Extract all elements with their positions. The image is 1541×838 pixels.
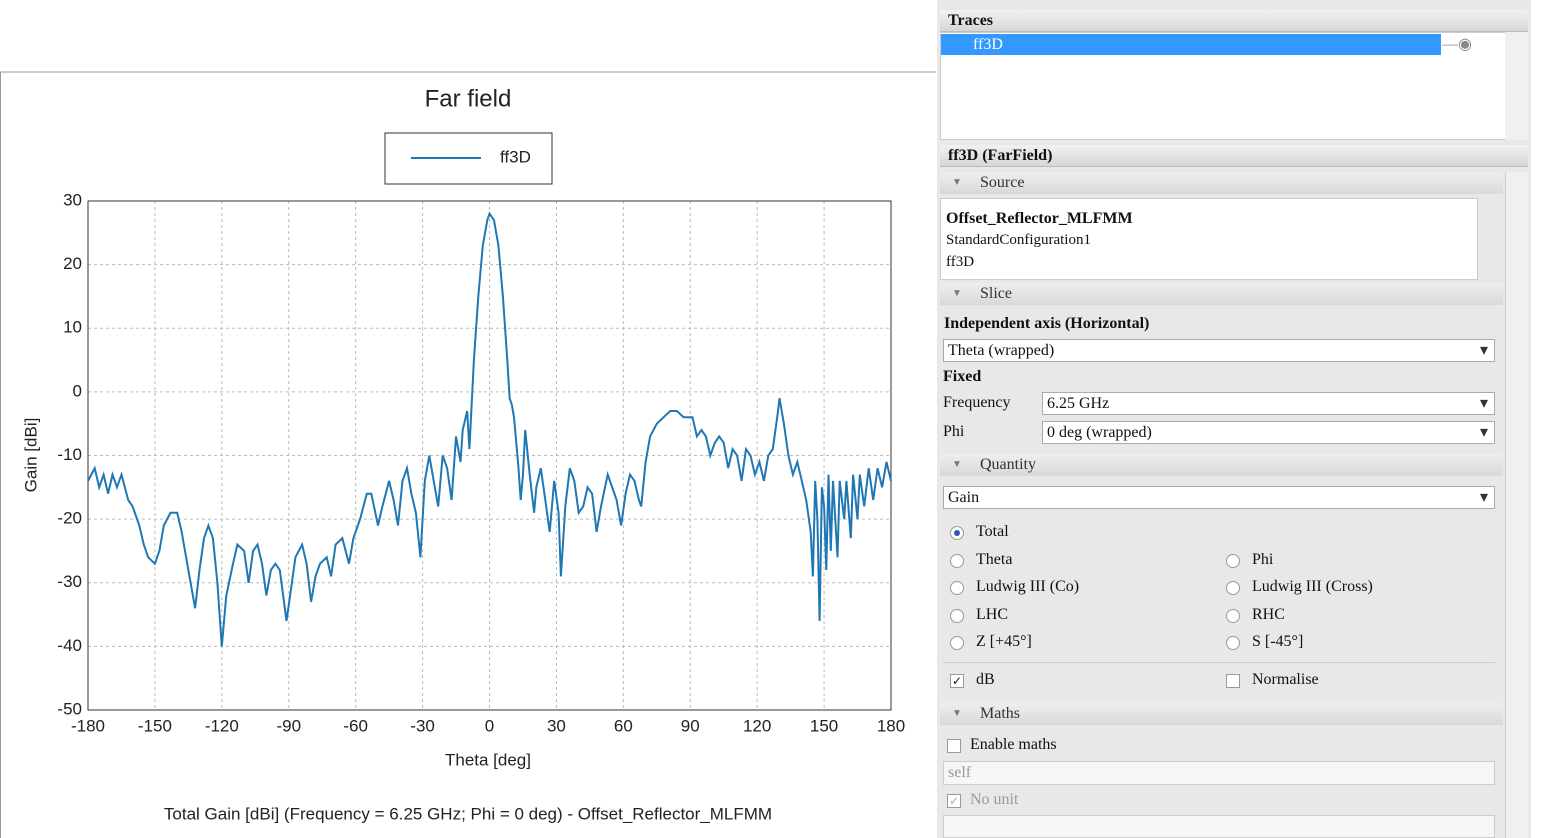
visibility-icon[interactable]: —◉ <box>1442 36 1472 53</box>
checkbox[interactable]: ✓ <box>947 794 961 808</box>
checkbox-label: Normalise <box>1252 671 1319 688</box>
separator <box>943 662 1495 663</box>
checkbox[interactable]: ✓ <box>950 674 964 688</box>
section-header[interactable]: Quantity <box>940 454 1503 476</box>
chart: Far field Theta [deg] Gain [dBi] Total G… <box>0 71 936 838</box>
x-tick-label: -30 <box>410 716 435 735</box>
x-tick-label: 150 <box>810 716 838 735</box>
y-axis-label: Gain [dBi] <box>21 418 40 493</box>
radio[interactable] <box>950 526 964 540</box>
x-tick-label: 120 <box>743 716 771 735</box>
radio[interactable] <box>1226 636 1240 650</box>
y-tick-label: 20 <box>63 254 82 273</box>
legend-label: ff3D <box>500 147 531 166</box>
expression-input[interactable]: self <box>943 761 1495 785</box>
y-tick-label: -10 <box>57 445 82 464</box>
section-header[interactable]: Slice <box>940 283 1503 305</box>
checkbox-label: No unit <box>970 791 1019 808</box>
frequency-dropdown[interactable]: 6.25 GHz <box>1042 392 1495 415</box>
traces-header: Traces <box>940 10 1528 32</box>
checkbox-label: dB <box>976 671 995 688</box>
field-label: Independent axis (Horizontal) <box>944 315 1150 332</box>
x-tick-label: -60 <box>343 716 368 735</box>
y-tick-label: -50 <box>57 699 82 718</box>
radio-label: Phi <box>1252 550 1274 568</box>
x-tick-label: 60 <box>614 716 633 735</box>
data-line <box>87 211 892 647</box>
trace-item[interactable]: ff3D <box>941 34 1441 55</box>
plot-frame <box>87 200 892 711</box>
y-tick-label: -40 <box>57 636 82 655</box>
radio-label: Ludwig III (Co) <box>976 578 1080 595</box>
radio[interactable] <box>950 608 964 623</box>
radio[interactable] <box>1226 581 1240 595</box>
radio-label: Theta <box>976 550 1013 568</box>
y-tick-label: 10 <box>63 318 82 337</box>
checkbox-label: Enable maths <box>970 736 1057 753</box>
quantity-dropdown[interactable]: Gain <box>943 486 1495 509</box>
field-label: Frequency <box>943 394 1011 411</box>
axis-dropdown[interactable]: Theta (wrapped) <box>943 339 1495 362</box>
radio-label: S [-45°] <box>1252 633 1304 650</box>
input[interactable] <box>943 815 1495 838</box>
properties-panel: Traces ff3D —◉ ff3D (FarField) Source Of… <box>937 0 1531 838</box>
x-axis-label: Theta [deg] <box>445 750 531 769</box>
chart-title: Far field <box>425 85 512 112</box>
y-tick-label: 30 <box>63 190 82 209</box>
radio-label: RHC <box>1252 605 1285 623</box>
radio-label: LHC <box>976 605 1008 623</box>
y-tick-label: 0 <box>73 381 82 400</box>
source-box <box>940 198 1478 280</box>
radio-label: Z [+45°] <box>976 633 1032 650</box>
x-tick-label: 30 <box>547 716 566 735</box>
phi-dropdown[interactable]: 0 deg (wrapped) <box>1042 421 1495 444</box>
properties-title: ff3D (FarField) <box>940 145 1528 167</box>
section-header[interactable]: Source <box>940 172 1503 194</box>
radio[interactable] <box>950 553 964 568</box>
x-tick-label: -120 <box>205 716 239 735</box>
y-tick-label: -20 <box>57 509 82 528</box>
scrollbar[interactable] <box>1505 32 1528 140</box>
x-tick-label: 0 <box>485 716 494 735</box>
y-tick-label: -30 <box>57 572 82 591</box>
source-line: ff3D <box>946 254 975 270</box>
x-tick-label: 90 <box>681 716 700 735</box>
radio[interactable] <box>1226 608 1240 623</box>
radio-label: Ludwig III (Cross) <box>1252 578 1373 595</box>
checkbox[interactable] <box>947 739 961 753</box>
scrollbar[interactable] <box>1505 172 1528 838</box>
section-header[interactable]: Maths <box>940 703 1503 725</box>
radio[interactable] <box>1226 553 1240 568</box>
field-label: Phi <box>943 423 965 440</box>
radio[interactable] <box>950 581 964 595</box>
chart-caption: Total Gain [dBi] (Frequency = 6.25 GHz; … <box>164 804 772 823</box>
x-tick-label: 180 <box>877 716 905 735</box>
checkbox[interactable] <box>1226 674 1240 688</box>
x-tick-label: -150 <box>138 716 172 735</box>
field-label: Fixed <box>943 368 982 385</box>
radio[interactable] <box>950 636 964 650</box>
x-tick-label: -90 <box>276 716 301 735</box>
x-tick-label: -180 <box>71 716 105 735</box>
radio-label: Total <box>976 523 1009 540</box>
source-line: StandardConfiguration1 <box>946 232 1091 248</box>
source-line: Offset_Reflector_MLFMM <box>946 210 1133 227</box>
